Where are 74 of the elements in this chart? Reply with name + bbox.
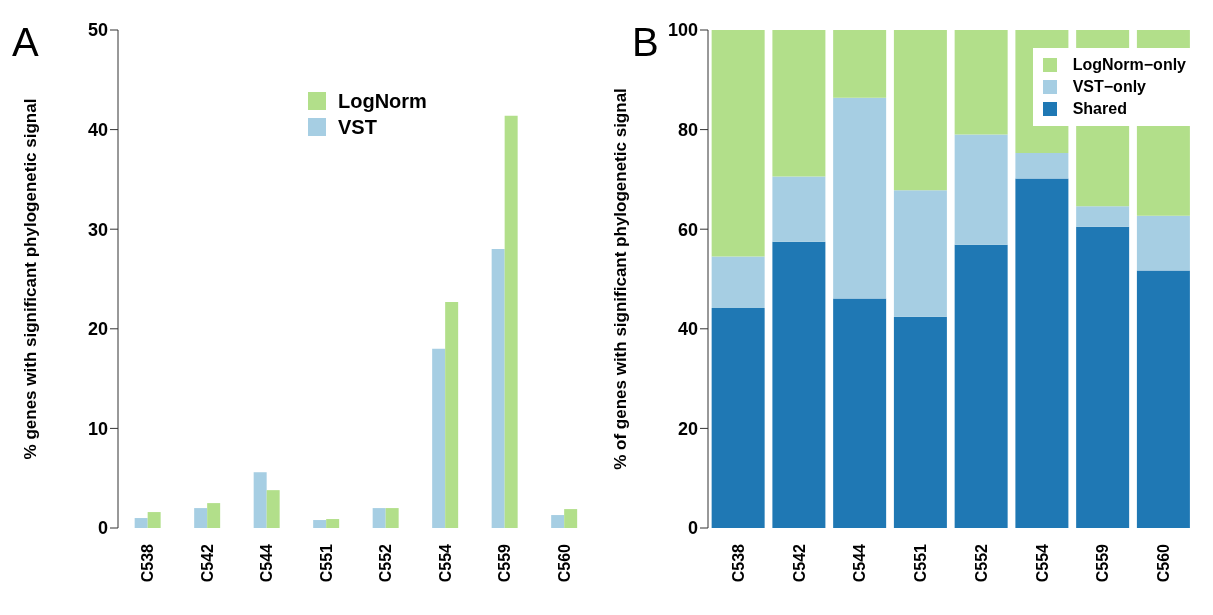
bar <box>1015 178 1069 528</box>
bar <box>954 244 1008 528</box>
bar <box>772 241 826 528</box>
x-tick-label: C560 <box>555 543 573 583</box>
x-tick-label: C538 <box>729 543 747 583</box>
bar <box>833 298 887 528</box>
x-tick-label: C560 <box>1155 543 1173 583</box>
y-axis-title: % genes with significant phylogenetic signal <box>21 98 41 460</box>
legend-label: LogNorm−only <box>1072 55 1186 75</box>
y-tick-label: 20 <box>87 319 108 340</box>
bar <box>194 508 208 528</box>
x-tick-label: C544 <box>258 543 276 583</box>
x-tick-label: C544 <box>851 543 869 583</box>
bar <box>504 115 518 528</box>
bar <box>1136 270 1190 528</box>
bar <box>1136 215 1190 271</box>
x-tick-label: C554 <box>1033 543 1051 583</box>
bar <box>711 30 765 257</box>
bar <box>772 30 826 177</box>
x-tick-label: C559 <box>496 543 514 583</box>
chart-title: B <box>632 20 659 65</box>
bar <box>372 508 386 528</box>
bar <box>385 508 399 528</box>
bar <box>833 97 887 299</box>
y-tick-label: 10 <box>87 418 108 439</box>
bar <box>711 307 765 528</box>
bar <box>551 515 565 528</box>
legend-label: VST <box>338 115 377 140</box>
bar <box>266 490 280 528</box>
bar <box>893 190 947 317</box>
bar <box>1015 153 1069 179</box>
x-tick-label: C551 <box>912 543 930 583</box>
y-tick-label: 40 <box>87 119 108 140</box>
y-tick-label: 0 <box>97 518 108 539</box>
bar <box>833 30 887 98</box>
bar <box>134 518 148 528</box>
x-tick-label: C551 <box>317 543 335 583</box>
bar <box>326 519 340 528</box>
bar <box>491 249 505 528</box>
y-tick-label: 100 <box>667 20 698 41</box>
y-tick-label: 30 <box>87 219 108 240</box>
bar <box>893 316 947 528</box>
bar <box>313 520 327 528</box>
bar <box>954 30 1008 135</box>
y-axis-title: % of genes with significant phylogenetic signal <box>611 88 631 470</box>
x-tick-label: C552 <box>377 543 395 583</box>
y-tick-label: 60 <box>677 219 698 240</box>
legend-label: VST−only <box>1072 77 1147 97</box>
bar <box>954 134 1008 245</box>
bar <box>1076 206 1130 227</box>
y-tick-label: 40 <box>677 319 698 340</box>
bar <box>445 301 459 528</box>
x-tick-label: C554 <box>436 543 454 583</box>
y-tick-label: 0 <box>687 518 698 539</box>
y-tick-label: 80 <box>677 119 698 140</box>
bar <box>772 176 826 242</box>
x-tick-label: C552 <box>972 543 990 583</box>
bar <box>564 509 578 528</box>
bar <box>147 512 161 528</box>
x-tick-label: C542 <box>198 543 216 583</box>
legend-label: Shared <box>1072 99 1127 119</box>
bar <box>207 503 221 528</box>
legend-label: LogNorm <box>338 89 427 114</box>
y-tick-label: 20 <box>677 418 698 439</box>
chart-title: A <box>12 20 39 65</box>
bar <box>432 348 446 528</box>
bar <box>711 256 765 308</box>
y-tick-label: 50 <box>87 20 108 41</box>
x-tick-label: C538 <box>139 543 157 583</box>
bar <box>893 30 947 191</box>
bar <box>253 472 267 528</box>
x-tick-label: C542 <box>790 543 808 583</box>
bar <box>1076 226 1130 528</box>
x-tick-label: C559 <box>1094 543 1112 583</box>
